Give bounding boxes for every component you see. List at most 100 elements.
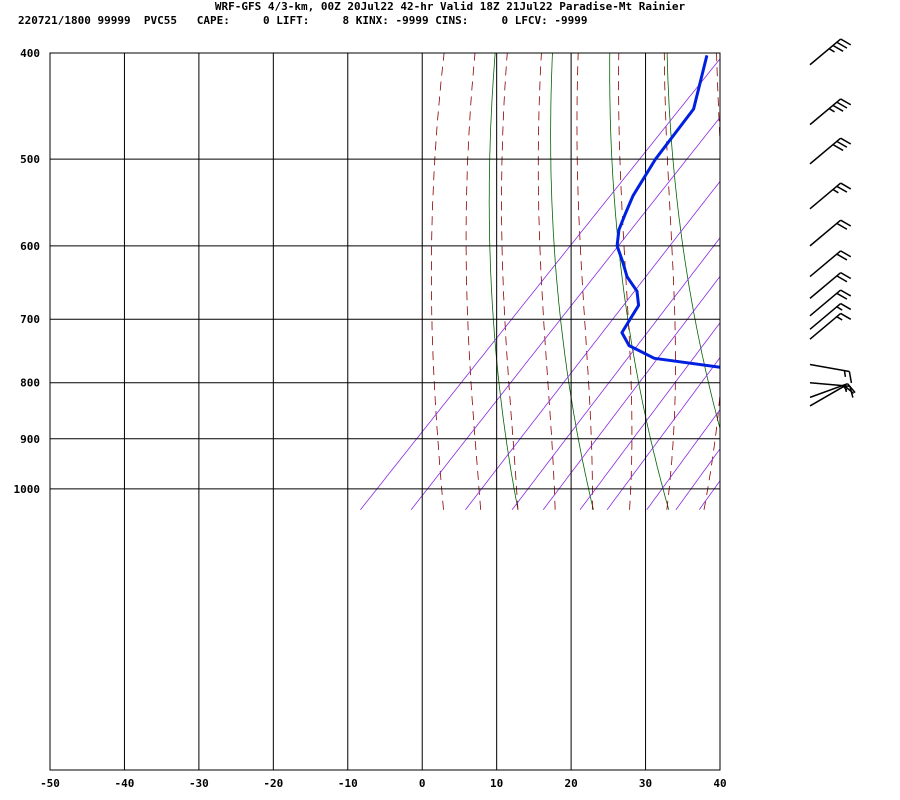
barb-shaft bbox=[809, 272, 842, 299]
y-tick-label: 600 bbox=[20, 240, 40, 253]
barb-half-feather bbox=[843, 370, 847, 377]
barb-feather bbox=[840, 312, 852, 320]
wind-barb bbox=[809, 219, 852, 247]
chart-subtitle: 220721/1800 99999 PVC55 CAPE: 0 LIFT: 8 … bbox=[18, 14, 588, 27]
barb-shaft bbox=[809, 312, 842, 340]
mixing-ratio-line bbox=[879, 41, 900, 510]
y-tick-label: 1000 bbox=[14, 483, 41, 496]
barb-feather bbox=[840, 137, 852, 145]
barb-feather bbox=[836, 140, 848, 148]
series-layer bbox=[615, 55, 900, 404]
barb-feather bbox=[836, 292, 848, 300]
barb-shaft bbox=[809, 363, 850, 373]
moist-adiabat-line bbox=[816, 41, 900, 510]
x-tick-label: 10 bbox=[490, 777, 503, 790]
y-tick-label: 700 bbox=[20, 313, 40, 326]
mixing-ratio-line bbox=[360, 58, 720, 511]
barb-feather bbox=[840, 302, 852, 311]
mixing-ratio-line bbox=[675, 448, 720, 511]
grid bbox=[49, 52, 721, 770]
x-tick-label: -50 bbox=[40, 777, 60, 790]
mixing-ratio-line bbox=[579, 322, 720, 511]
dry-adiabat-line bbox=[609, 53, 670, 510]
x-tick-label: -10 bbox=[338, 777, 358, 790]
x-tick-label: -40 bbox=[115, 777, 135, 790]
y-tick-labels: 400 500 600 700 800 900 1000 bbox=[14, 47, 41, 496]
mixing-ratio-line bbox=[511, 237, 720, 511]
y-tick-label: 900 bbox=[20, 433, 40, 446]
moist-adiabat-line bbox=[741, 41, 781, 510]
barb-shaft bbox=[809, 303, 842, 330]
barb-shaft bbox=[809, 219, 842, 247]
wind-barb bbox=[809, 182, 852, 210]
moist-adiabat-line bbox=[663, 53, 676, 510]
barb-feather bbox=[832, 104, 844, 112]
barb-half-feather bbox=[828, 48, 835, 53]
x-tick-label: 20 bbox=[564, 777, 577, 790]
wind-barb bbox=[809, 289, 852, 317]
barb-half-feather bbox=[832, 188, 839, 194]
barb-feather bbox=[840, 272, 852, 280]
chart-title: WRF-GFS 4/3-km, 00Z 20Jul22 42-hr Valid … bbox=[214, 0, 686, 13]
barb-feather bbox=[836, 185, 848, 193]
barb-feather bbox=[840, 182, 852, 190]
wind-barb bbox=[809, 385, 855, 407]
x-tick-labels: -50 -40 -30 -20 -10 0 10 20 30 40 bbox=[40, 777, 727, 790]
barb-feather bbox=[832, 44, 844, 52]
barb-feather bbox=[836, 253, 848, 261]
moist-adiabat-line bbox=[703, 53, 720, 510]
x-tick-label: -30 bbox=[189, 777, 209, 790]
mixing-ratio-line bbox=[542, 275, 720, 511]
wind-barb bbox=[809, 38, 852, 66]
barb-shaft bbox=[809, 38, 842, 66]
barb-feather bbox=[844, 385, 855, 395]
barb-shaft bbox=[809, 250, 842, 278]
dry-adiabat-line bbox=[894, 41, 900, 510]
moist-adiabat-line bbox=[501, 53, 519, 510]
barb-feather bbox=[840, 38, 852, 46]
wind-barb bbox=[809, 312, 852, 340]
barb-half-feather bbox=[828, 107, 835, 113]
wind-barb bbox=[809, 137, 852, 165]
wind-barb bbox=[809, 98, 852, 126]
wind-barb bbox=[809, 250, 852, 278]
barb-feather bbox=[836, 101, 848, 109]
wind-barb bbox=[809, 302, 852, 330]
wind-barb bbox=[809, 272, 852, 299]
barb-feather bbox=[847, 383, 856, 394]
barb-shaft bbox=[809, 98, 842, 126]
x-tick-label: -20 bbox=[263, 777, 283, 790]
barb-feather bbox=[836, 275, 848, 283]
dewpoint-line bbox=[615, 55, 720, 369]
wind-barbs bbox=[809, 38, 856, 407]
mixing-ratio-line bbox=[465, 180, 720, 511]
moist-adiabat-line bbox=[430, 53, 445, 510]
wind-barb bbox=[809, 382, 856, 399]
background-lines bbox=[360, 41, 900, 511]
dry-adiabat-line bbox=[550, 53, 594, 510]
barb-half-feather bbox=[836, 316, 843, 321]
mixing-ratio-line bbox=[830, 41, 900, 510]
dry-adiabat-line bbox=[488, 53, 519, 510]
barb-feather bbox=[836, 41, 848, 49]
mixing-ratio-line bbox=[410, 116, 720, 511]
dry-adiabat-line bbox=[666, 53, 720, 431]
barb-shaft bbox=[809, 137, 842, 165]
moist-adiabat-line bbox=[576, 53, 593, 510]
barb-feather bbox=[840, 219, 852, 227]
mixing-ratio-line bbox=[646, 409, 720, 511]
moist-adiabat-line bbox=[890, 41, 900, 510]
x-tick-label: 30 bbox=[639, 777, 652, 790]
barb-shaft bbox=[809, 289, 842, 317]
x-tick-label: 0 bbox=[419, 777, 426, 790]
barb-feather bbox=[840, 250, 852, 258]
barb-feather bbox=[832, 143, 844, 152]
barb-shaft bbox=[809, 182, 842, 210]
x-tick-label: 40 bbox=[713, 777, 726, 790]
mixing-ratio-line bbox=[735, 41, 900, 510]
moist-adiabat-line bbox=[537, 53, 556, 510]
barb-feather bbox=[840, 289, 852, 297]
temperature-line bbox=[854, 55, 900, 404]
dry-adiabat-line bbox=[724, 41, 820, 510]
